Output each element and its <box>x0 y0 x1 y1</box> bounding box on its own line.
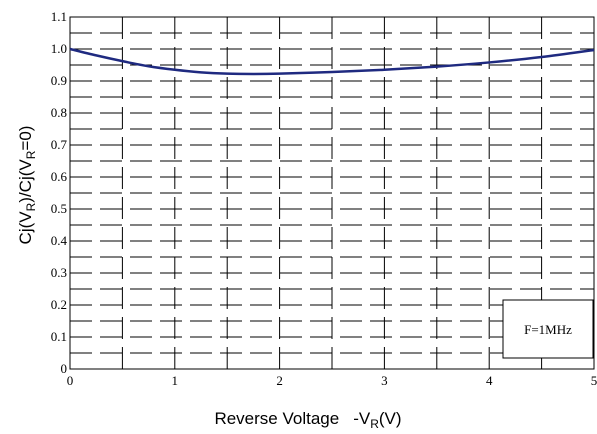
y-tick-label: 0.2 <box>51 297 67 312</box>
x-tick-label: 5 <box>591 373 597 388</box>
legend: F=1MHz <box>502 299 594 359</box>
x-tick-labels: 0 1 2 3 4 5 <box>67 373 597 388</box>
y-tick-label: 0.3 <box>51 265 67 280</box>
y-tick-label: 0.4 <box>51 233 68 248</box>
x-tick-label: 1 <box>172 373 179 388</box>
x-tick-label: 0 <box>67 373 74 388</box>
x-tick-label: 2 <box>276 373 283 388</box>
x-axis-title-sub: R <box>370 417 379 431</box>
y-tick-labels: 0 0.1 0.2 0.3 0.4 0.5 0.6 0.7 0.8 0.9 1.0 1.1 <box>51 9 68 376</box>
y-axis-title-part1: Cj(V <box>16 211 35 245</box>
y-axis-title-sub1: R <box>24 202 38 211</box>
y-tick-label: 0.7 <box>51 137 68 152</box>
x-axis-title: Reverse Voltage -VR(V) <box>214 409 401 431</box>
x-axis-title-main: Reverse Voltage <box>214 409 339 428</box>
y-tick-label: 0.6 <box>51 169 68 184</box>
y-tick-label: 0.1 <box>51 329 67 344</box>
grid <box>70 17 594 369</box>
y-tick-label: 0.5 <box>51 201 67 216</box>
y-axis-title-sub2: R <box>24 150 38 159</box>
y-tick-label: 1.1 <box>51 9 67 24</box>
x-axis-title-var: -V <box>353 409 371 428</box>
y-tick-label: 1.0 <box>51 41 67 56</box>
y-tick-label: 0.9 <box>51 73 67 88</box>
x-axis-title-unit: (V) <box>379 409 402 428</box>
series-layer <box>69 47 595 76</box>
y-axis-title-part2: )/Cj(V <box>16 159 35 203</box>
legend-box <box>502 299 594 359</box>
x-tick-label: 3 <box>381 373 388 388</box>
y-axis-title: Cj(VR)/Cj(VR=0) <box>16 126 38 245</box>
plot-frame <box>69 16 595 370</box>
series-line <box>69 47 595 76</box>
y-tick-label: 0 <box>61 361 68 376</box>
y-tick-label: 0.8 <box>51 105 67 120</box>
legend-label: F=1MHz <box>524 322 572 337</box>
x-tick-label: 4 <box>486 373 493 388</box>
y-axis-title-part3: =0) <box>16 126 35 151</box>
